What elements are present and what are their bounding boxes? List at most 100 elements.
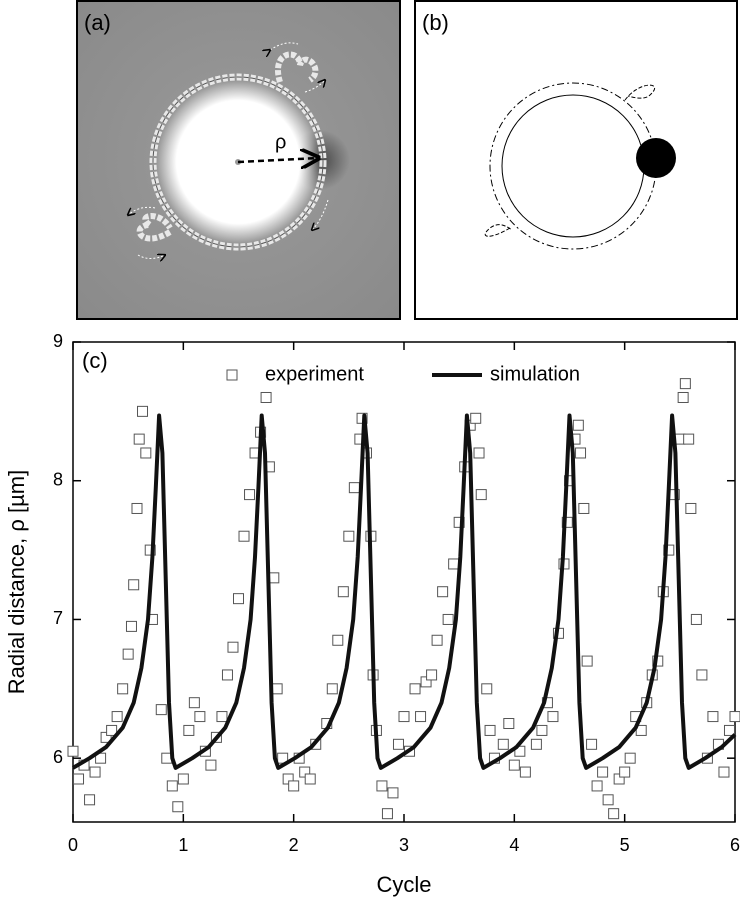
data-point xyxy=(718,766,730,778)
data-point xyxy=(282,773,294,785)
panel-label: (b) xyxy=(422,10,449,35)
x-tick-label: 3 xyxy=(399,835,409,855)
motion-arrow xyxy=(137,255,165,259)
y-tick-label: 6 xyxy=(53,747,63,767)
data-point xyxy=(586,738,598,750)
data-point xyxy=(415,711,427,723)
data-point xyxy=(216,711,228,723)
data-point xyxy=(106,724,118,736)
data-point xyxy=(188,697,200,709)
data-point xyxy=(260,391,272,403)
data-point xyxy=(144,544,156,556)
panel-b: (b) xyxy=(414,0,738,320)
data-point xyxy=(227,641,239,653)
data-point xyxy=(613,773,625,785)
data-point xyxy=(137,405,149,417)
data-point xyxy=(530,738,542,750)
data-point xyxy=(183,724,195,736)
data-point xyxy=(508,759,520,771)
data-point xyxy=(131,502,143,514)
x-tick-label: 1 xyxy=(178,835,188,855)
y-tick-label: 9 xyxy=(53,331,63,351)
data-point xyxy=(140,447,152,459)
particle xyxy=(636,138,676,178)
panel-a: ρ (a) xyxy=(76,0,401,320)
data-point xyxy=(409,683,421,695)
x-tick-label: 6 xyxy=(730,835,740,855)
legend-marker xyxy=(226,369,238,381)
data-point xyxy=(475,489,487,501)
bead-loop xyxy=(275,51,319,83)
data-point xyxy=(233,593,244,605)
data-point xyxy=(690,613,702,625)
data-point xyxy=(117,683,129,695)
data-point xyxy=(238,530,250,542)
x-tick-label: 0 xyxy=(68,835,78,855)
x-axis-label: Cycle xyxy=(376,872,431,897)
radius-arrow xyxy=(237,158,318,162)
data-point xyxy=(442,613,454,625)
data-point xyxy=(221,669,233,681)
data-point xyxy=(597,766,609,778)
rho-label: ρ xyxy=(275,131,286,153)
data-point xyxy=(73,773,85,785)
data-point xyxy=(125,620,137,632)
data-point xyxy=(89,766,101,778)
data-point xyxy=(299,766,311,778)
data-point xyxy=(128,579,140,591)
data-point xyxy=(177,773,189,785)
data-point xyxy=(679,378,691,390)
data-point xyxy=(685,502,697,514)
data-point xyxy=(100,731,112,743)
data-point xyxy=(426,669,438,681)
y-tick-label: 7 xyxy=(53,608,63,628)
data-point xyxy=(723,724,735,736)
data-point xyxy=(376,780,388,792)
data-point xyxy=(707,711,719,723)
data-point xyxy=(591,780,603,792)
data-point xyxy=(575,447,587,459)
panel-label: (a) xyxy=(84,10,111,35)
data-point xyxy=(481,683,493,695)
data-point xyxy=(696,669,708,681)
data-point xyxy=(420,676,432,688)
data-point xyxy=(431,634,443,646)
data-point xyxy=(288,780,300,792)
data-point xyxy=(470,412,482,424)
data-point xyxy=(484,724,496,736)
trajectory-loop xyxy=(624,84,656,101)
data-point xyxy=(729,711,740,723)
data-point xyxy=(67,745,79,757)
data-point xyxy=(194,711,206,723)
data-point xyxy=(381,808,393,820)
data-point xyxy=(572,419,584,431)
data-point xyxy=(398,711,410,723)
data-point xyxy=(437,586,449,598)
data-point xyxy=(343,530,355,542)
data-point xyxy=(337,586,349,598)
data-point xyxy=(155,704,167,716)
data-point xyxy=(677,391,689,403)
data-point xyxy=(133,433,145,445)
data-point xyxy=(683,433,695,445)
data-point xyxy=(503,718,515,730)
data-point xyxy=(84,794,96,806)
data-point xyxy=(304,773,316,785)
panel-label: (c) xyxy=(82,348,108,373)
data-point xyxy=(448,558,460,570)
legend-label: experiment xyxy=(265,363,364,385)
data-point xyxy=(332,634,344,646)
x-tick-label: 5 xyxy=(620,835,630,855)
data-point xyxy=(166,780,178,792)
data-point xyxy=(561,516,573,528)
schematic xyxy=(414,0,738,320)
bead-chain-outline xyxy=(152,76,324,248)
data-point xyxy=(122,648,134,660)
data-point xyxy=(578,502,590,514)
simulation-line xyxy=(71,413,737,770)
data-point xyxy=(205,759,217,771)
bead-loop xyxy=(136,213,173,242)
data-point xyxy=(624,752,636,764)
data-point xyxy=(453,516,465,528)
